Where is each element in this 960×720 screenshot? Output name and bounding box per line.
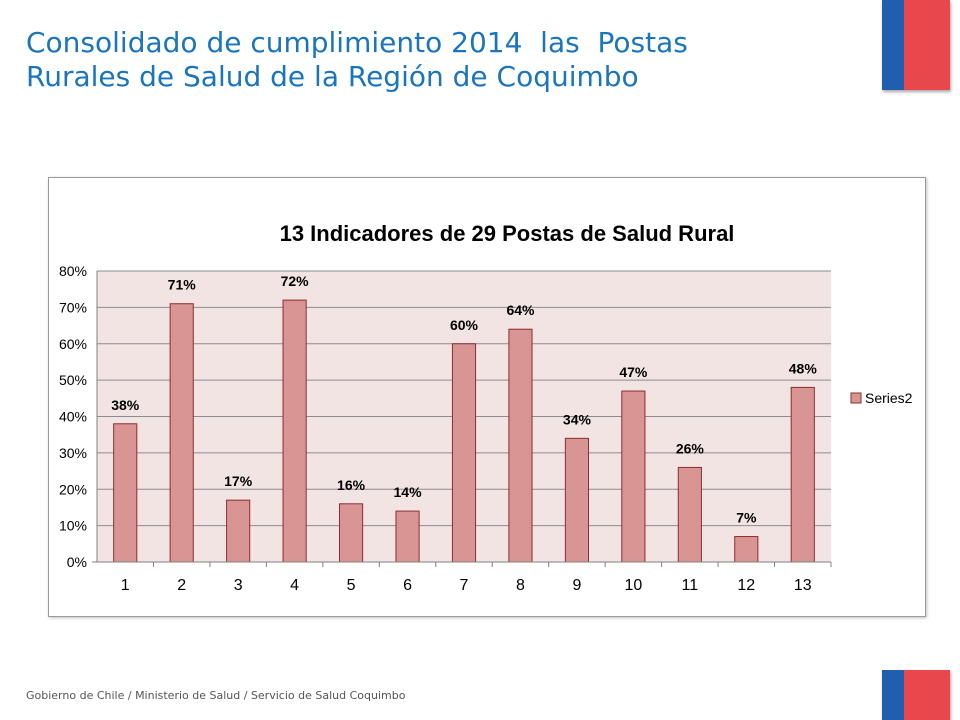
legend-label: Series2	[865, 390, 913, 406]
x-tick-label: 5	[347, 577, 356, 594]
y-tick-label: 40%	[59, 409, 87, 425]
y-tick-label: 60%	[59, 336, 87, 352]
x-tick-label: 11	[682, 577, 699, 594]
chart-title: 13 Indicadores de 29 Postas de Salud Rur…	[280, 221, 735, 246]
bar-chart: 13 Indicadores de 29 Postas de Salud Rur…	[59, 221, 913, 594]
bar	[226, 499, 251, 563]
flag-red-stripe	[904, 670, 950, 720]
x-tick-label: 3	[234, 577, 243, 594]
bar	[451, 343, 477, 563]
x-tick-label: 8	[516, 577, 525, 594]
bar	[790, 386, 815, 563]
flag-red-stripe	[904, 0, 950, 90]
data-label: 48%	[789, 360, 818, 376]
data-label: 17%	[224, 473, 253, 489]
y-tick-label: 80%	[59, 263, 87, 279]
bar	[621, 390, 646, 563]
bar	[677, 466, 702, 563]
bar	[282, 299, 307, 563]
bar	[339, 503, 364, 563]
data-label: 26%	[676, 440, 705, 456]
flag-blue-stripe	[882, 0, 904, 90]
data-label: 72%	[281, 273, 310, 289]
flag-blue-stripe	[882, 670, 904, 720]
page-title: Consolidado de cumplimiento 2014 las Pos…	[26, 26, 846, 94]
x-tick-label: 13	[794, 577, 812, 594]
bar	[508, 328, 533, 563]
x-tick-label: 12	[737, 577, 755, 594]
legend-swatch	[850, 392, 862, 404]
title-line-2: Rurales de Salud de la Región de Coquimb…	[26, 60, 639, 93]
data-label: 71%	[168, 277, 197, 293]
title-line-1: Consolidado de cumplimiento 2014 las Pos…	[26, 26, 688, 59]
bar	[564, 437, 589, 563]
x-tick-label: 9	[572, 577, 581, 594]
bar	[734, 536, 759, 563]
bar	[395, 510, 420, 563]
data-label: 60%	[450, 317, 479, 333]
y-tick-label: 20%	[59, 481, 87, 497]
chile-flag-logo-top	[882, 0, 950, 90]
y-tick-label: 30%	[59, 445, 87, 461]
x-tick-label: 10	[624, 577, 642, 594]
data-label: 16%	[337, 477, 366, 493]
x-tick-label: 6	[403, 577, 412, 594]
bar	[169, 303, 194, 563]
data-label: 34%	[563, 411, 592, 427]
chart-legend: Series2	[850, 390, 913, 406]
data-label: 64%	[506, 302, 535, 318]
y-tick-label: 10%	[59, 518, 87, 534]
y-tick-label: 50%	[59, 372, 87, 388]
data-label: 38%	[111, 397, 140, 413]
x-tick-label: 2	[177, 577, 186, 594]
data-label: 47%	[619, 364, 648, 380]
footer-text: Gobierno de Chile / Ministerio de Salud …	[26, 689, 406, 702]
data-label: 7%	[736, 510, 757, 526]
chile-flag-logo-bottom	[882, 670, 950, 720]
x-tick-label: 1	[121, 577, 130, 594]
x-tick-label: 4	[290, 577, 299, 594]
data-label: 14%	[394, 484, 423, 500]
bar	[113, 423, 138, 563]
y-tick-label: 0%	[67, 554, 87, 570]
x-tick-label: 7	[460, 577, 469, 594]
chart-container: 13 Indicadores de 29 Postas de Salud Rur…	[48, 177, 926, 617]
y-tick-label: 70%	[59, 299, 87, 315]
